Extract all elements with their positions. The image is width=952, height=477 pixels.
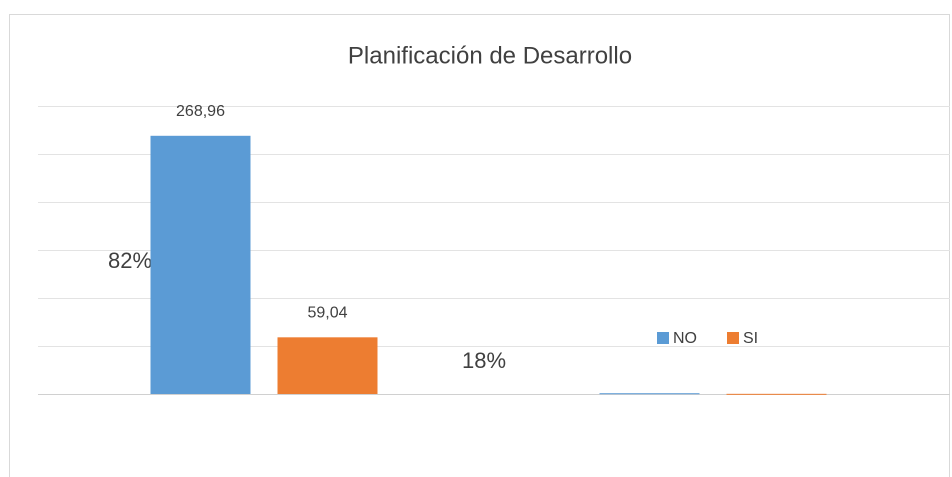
annotation: 82% [108, 248, 152, 273]
bar [726, 393, 827, 395]
legend-swatch [657, 332, 669, 344]
annotation: 18% [462, 348, 506, 373]
chart-title: Planificación de Desarrollo [348, 42, 632, 69]
bar [599, 393, 700, 395]
legend-label: SI [743, 330, 758, 347]
legend-label: NO [673, 330, 697, 347]
data-label: 268,96 [176, 103, 225, 120]
bar [277, 337, 378, 394]
data-label: 59,04 [307, 305, 347, 322]
legend-swatch [727, 332, 739, 344]
bar [150, 135, 251, 394]
